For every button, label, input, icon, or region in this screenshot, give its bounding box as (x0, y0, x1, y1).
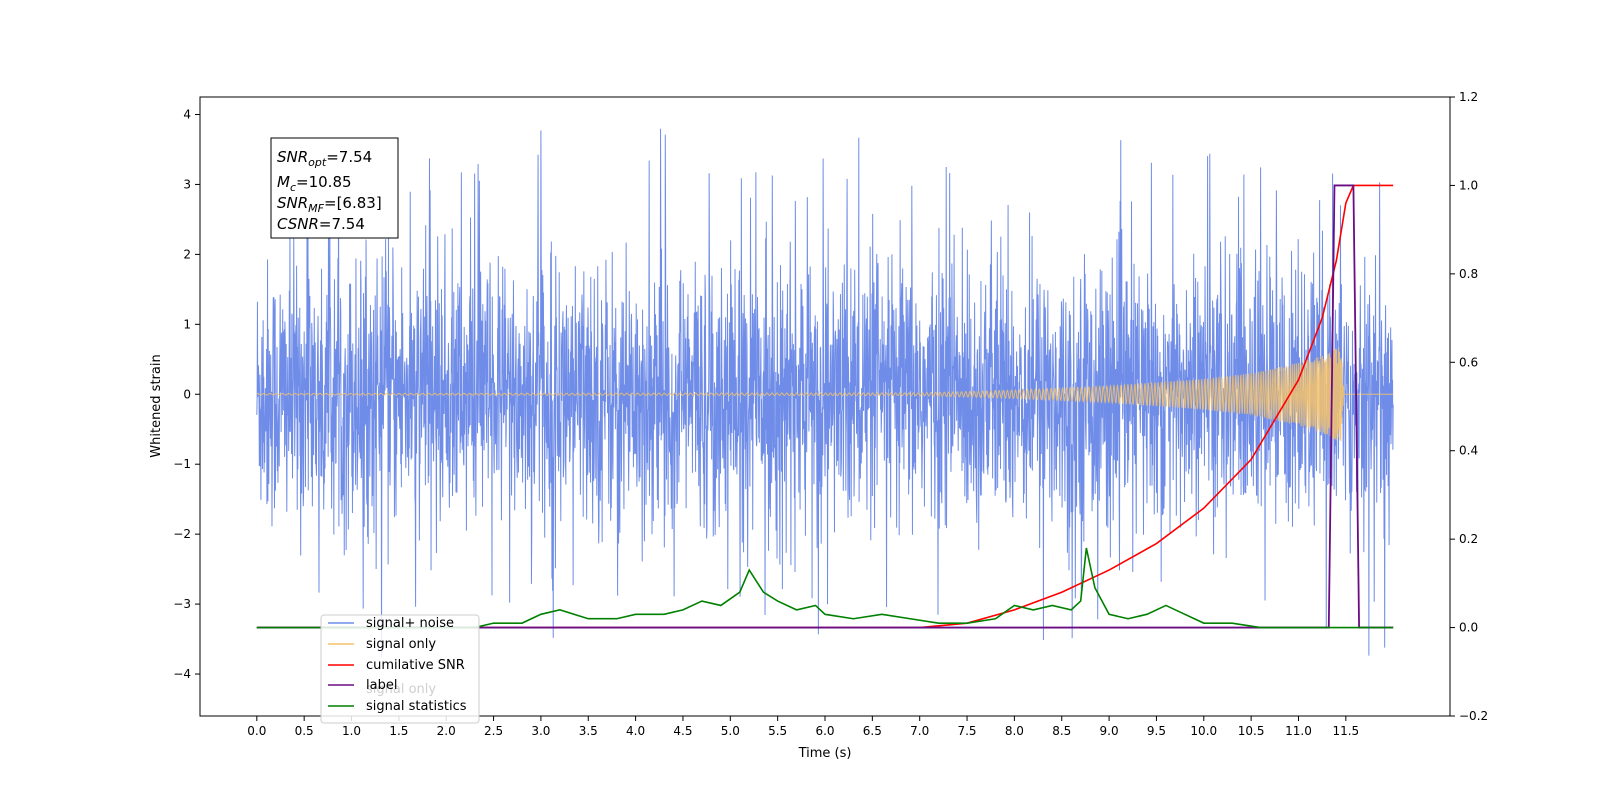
x-tick-label: 6.5 (863, 724, 882, 738)
y-tick-label: 3 (183, 177, 191, 191)
annotation-line-mc: Mc=10.85 (277, 173, 352, 194)
x-tick-label: 9.5 (1147, 724, 1166, 738)
legend-label: cumilative SNR (366, 658, 465, 673)
x-tick-label: 2.5 (484, 724, 503, 738)
y-right-tick-label: 0.0 (1459, 621, 1478, 635)
annotation-line-csnr: CSNR=7.54 (277, 215, 365, 233)
y-tick-label: 4 (183, 107, 191, 121)
y-tick-label: −3 (173, 597, 191, 611)
y-tick-label: 2 (183, 247, 191, 261)
y-tick-label: −1 (173, 457, 191, 471)
y-right-tick-label: 0.4 (1459, 444, 1478, 458)
x-tick-label: 11.5 (1332, 724, 1359, 738)
legend-frame (320, 614, 480, 724)
y-tick-label: 1 (183, 317, 191, 331)
x-tick-label: 8.0 (1005, 724, 1024, 738)
legend-label: signal statistics (366, 699, 467, 714)
y-right-tick-label: 1.2 (1459, 90, 1478, 104)
annotation-line-snr-mf: SNRMF=[6.83] (277, 194, 382, 215)
series-signal-only (256, 346, 1394, 442)
x-tick-label: 2.0 (437, 724, 456, 738)
x-tick-label: 6.0 (815, 724, 834, 738)
x-tick-label: 9.0 (1100, 724, 1119, 738)
y-axis-label: Whitened strain (149, 354, 164, 457)
x-tick-label: 8.5 (1052, 724, 1071, 738)
x-tick-label: 4.0 (626, 724, 645, 738)
legend-label: label (366, 678, 397, 693)
series-signal-statistics (256, 547, 1394, 629)
y-right-tick-label: 1.0 (1459, 178, 1478, 192)
y-axis-right: −0.2 0.0 0.2 0.4 0.6 0.8 1.0 1.2 (1450, 90, 1488, 723)
series-cumulative-snr (256, 184, 1394, 629)
x-tick-label: 5.5 (768, 724, 787, 738)
y-axis-left: −4 −3 −2 −1 0 1 2 3 4 (173, 107, 200, 681)
y-right-tick-label: 0.6 (1459, 355, 1478, 369)
legend: signal only signal+ noise signal only cumi… (320, 614, 480, 724)
y-right-tick-label: 0.8 (1459, 267, 1478, 281)
y-tick-label: −2 (173, 527, 191, 541)
x-tick-label: 1.0 (342, 724, 361, 738)
x-tick-label: 0.5 (295, 724, 314, 738)
y-right-tick-label: −0.2 (1459, 709, 1488, 723)
legend-items: signal+ noise signal only cumilative SNR la… (328, 616, 467, 714)
x-tick-label: 7.0 (910, 724, 929, 738)
x-tick-label: 3.0 (531, 724, 550, 738)
legend-overlap-text: signal only (366, 682, 436, 697)
x-tick-label: 5.0 (721, 724, 740, 738)
x-tick-label: 0.0 (247, 724, 266, 738)
series-layer (256, 128, 1394, 658)
x-axis: 0.0 0.5 1.0 1.5 2.0 2.5 3.0 3.5 4.0 4.5 5.0 5.5 6.0 6… (247, 716, 1359, 738)
x-tick-label: 1.5 (389, 724, 408, 738)
legend-label: signal only (366, 637, 436, 652)
y-tick-label: 0 (183, 387, 191, 401)
annotation-line-snr-opt: SNRopt=7.54 (277, 148, 372, 169)
y-right-tick-label: 0.2 (1459, 532, 1478, 546)
annotation-box: SNRopt=7.54 Mc=10.85 SNRMF=[6.83] CSNR=7… (270, 137, 399, 239)
legend-label: signal+ noise (366, 616, 454, 631)
x-tick-label: 3.5 (579, 724, 598, 738)
y-tick-label: −4 (173, 667, 191, 681)
x-axis-label: Time (s) (798, 746, 852, 761)
x-tick-label: 11.0 (1285, 724, 1312, 738)
x-tick-label: 10.5 (1238, 724, 1265, 738)
annotation-frame (270, 137, 399, 239)
x-tick-label: 7.5 (957, 724, 976, 738)
x-tick-label: 4.5 (673, 724, 692, 738)
x-tick-label: 10.0 (1190, 724, 1217, 738)
